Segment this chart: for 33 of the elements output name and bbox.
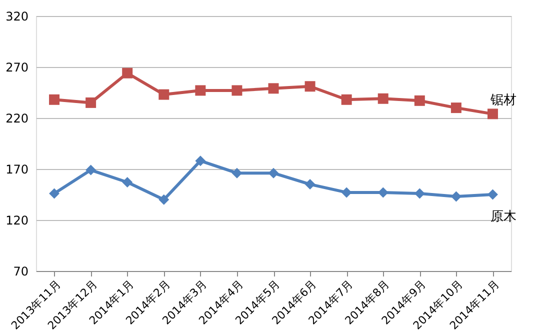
point [487,108,498,120]
point [49,94,60,105]
point [232,85,242,96]
series-label: 原木 [490,210,517,224]
y-tick-label: 170 [6,162,28,176]
point [195,156,206,166]
y-tick-label: 270 [6,60,28,74]
point [158,194,170,205]
point [49,188,60,199]
point [158,89,170,100]
point [378,93,388,104]
point [450,102,462,114]
point [268,168,279,178]
point [195,85,206,96]
point [450,191,462,202]
y-tick-label: 320 [6,10,28,24]
point [341,94,352,105]
point [341,187,352,198]
point [487,189,498,200]
y-tick-label: 120 [6,214,28,228]
point [122,177,133,188]
y-tick-label: 70 [13,264,28,278]
point [304,179,316,190]
series-label: 锯材 [490,92,517,108]
y-tick-label: 220 [6,112,28,126]
point [414,95,425,106]
point [86,164,96,176]
point [414,188,425,199]
point [86,97,96,108]
point [304,81,316,92]
point [268,83,279,94]
point [122,68,133,78]
point [232,168,242,178]
